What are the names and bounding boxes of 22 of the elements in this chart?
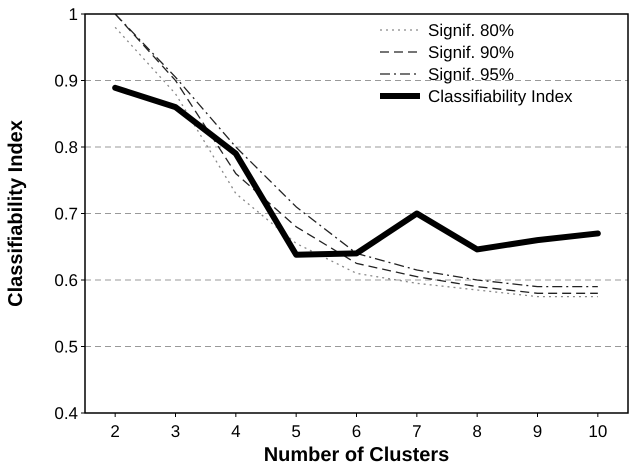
legend-label: Signif. 90% (428, 42, 514, 62)
x-tick-label: 3 (170, 422, 180, 441)
y-tick-label: 0.5 (54, 337, 78, 356)
legend-label: Classifiability Index (428, 86, 574, 106)
legend-label: Signif. 95% (428, 64, 514, 84)
y-tick-label: 1 (68, 4, 78, 24)
y-tick-label: 0.7 (54, 204, 78, 224)
y-axis-title: Classifiability Index (5, 120, 27, 307)
legend-label: Signif. 80% (428, 20, 514, 40)
x-axis-title: Number of Clusters (264, 444, 450, 465)
x-tick-label: 6 (352, 422, 362, 441)
x-tick-label: 10 (588, 422, 608, 441)
y-tick-label: 0.4 (54, 404, 78, 423)
x-tick-label: 7 (412, 422, 422, 441)
x-tick-label: 4 (231, 422, 241, 441)
y-tick-label: 0.6 (54, 270, 78, 290)
x-tick-label: 9 (532, 422, 542, 441)
y-tick-label: 0.9 (54, 71, 78, 90)
x-tick-label: 2 (110, 422, 120, 441)
x-tick-label: 5 (291, 422, 301, 441)
x-tick-label: 8 (472, 422, 482, 441)
y-tick-label: 0.8 (54, 138, 78, 157)
